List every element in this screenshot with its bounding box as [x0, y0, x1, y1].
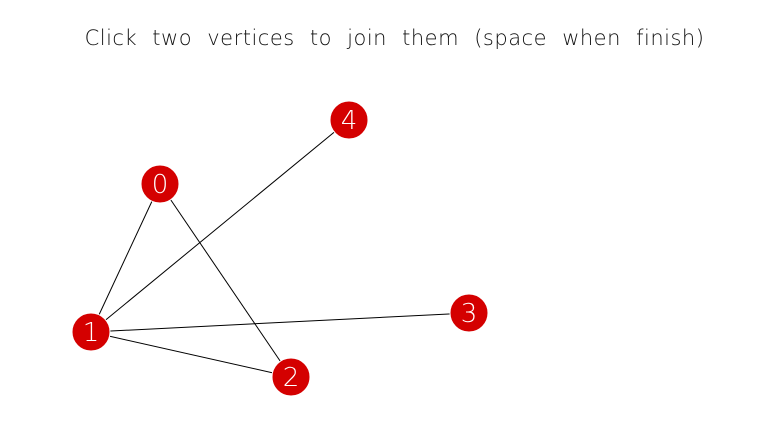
edge-1-2 [90, 331, 292, 378]
vertices-layer[interactable]: 0 1 2 3 4 [71, 100, 489, 397]
vertex-1[interactable]: 1 [71, 312, 111, 352]
vertex-3[interactable]: 3 [449, 293, 489, 333]
edges-layer [90, 119, 470, 378]
vertex-0[interactable]: 0 [140, 164, 180, 204]
edge-0-2 [159, 183, 292, 378]
edge-1-4 [90, 119, 350, 333]
vertex-circle[interactable] [449, 293, 489, 333]
edge-1-3 [90, 312, 470, 333]
edge-0-1 [90, 183, 161, 333]
vertex-circle[interactable] [271, 357, 311, 397]
instruction-text: Click two vertices to join them (space w… [84, 26, 705, 50]
vertex-2[interactable]: 2 [271, 357, 311, 397]
vertex-circle[interactable] [71, 312, 111, 352]
vertex-4[interactable]: 4 [329, 100, 369, 140]
vertex-circle[interactable] [329, 100, 369, 140]
vertex-circle[interactable] [140, 164, 180, 204]
